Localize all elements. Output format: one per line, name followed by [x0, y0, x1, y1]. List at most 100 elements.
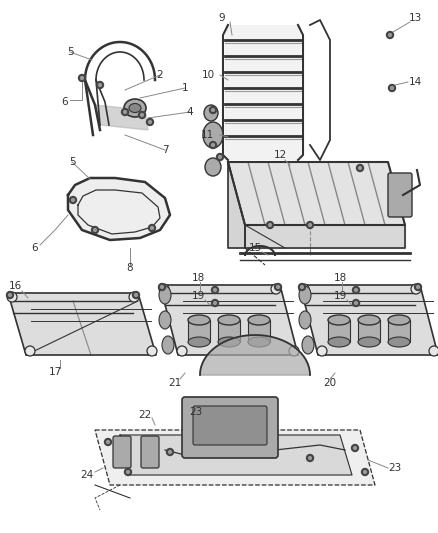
Circle shape	[353, 447, 357, 449]
Polygon shape	[228, 162, 245, 248]
Ellipse shape	[203, 122, 223, 148]
Text: 18: 18	[333, 273, 346, 283]
Circle shape	[411, 284, 421, 294]
Ellipse shape	[328, 315, 350, 325]
Circle shape	[359, 167, 361, 169]
Circle shape	[7, 292, 14, 298]
Text: 9: 9	[219, 13, 225, 23]
Circle shape	[7, 292, 17, 302]
Circle shape	[309, 457, 311, 459]
Circle shape	[212, 143, 214, 147]
Circle shape	[417, 286, 420, 288]
Circle shape	[99, 84, 102, 86]
Ellipse shape	[248, 315, 270, 325]
Text: 23: 23	[389, 463, 402, 473]
Circle shape	[275, 284, 282, 290]
Bar	[218, 320, 240, 342]
Circle shape	[386, 31, 393, 38]
Circle shape	[96, 82, 103, 88]
Text: 4: 4	[187, 107, 193, 117]
Text: 16: 16	[8, 281, 21, 291]
Circle shape	[389, 34, 392, 36]
Circle shape	[124, 111, 127, 114]
Circle shape	[355, 302, 357, 304]
Circle shape	[357, 165, 364, 172]
Circle shape	[317, 346, 327, 356]
Ellipse shape	[159, 286, 171, 304]
Circle shape	[147, 346, 157, 356]
Circle shape	[209, 141, 216, 149]
Ellipse shape	[358, 337, 380, 347]
Circle shape	[268, 224, 272, 227]
Circle shape	[138, 111, 145, 118]
Circle shape	[146, 118, 153, 125]
Circle shape	[364, 471, 367, 473]
Circle shape	[141, 114, 143, 116]
Ellipse shape	[328, 337, 350, 347]
Circle shape	[307, 222, 314, 229]
Circle shape	[121, 109, 128, 116]
Circle shape	[309, 224, 311, 227]
Circle shape	[389, 85, 396, 92]
Circle shape	[414, 284, 421, 290]
Circle shape	[300, 286, 304, 288]
Circle shape	[214, 288, 216, 292]
Text: 17: 17	[48, 367, 62, 377]
Ellipse shape	[248, 337, 270, 347]
Polygon shape	[228, 162, 405, 225]
Circle shape	[25, 346, 35, 356]
Text: 5: 5	[69, 157, 75, 167]
Circle shape	[106, 441, 110, 443]
Circle shape	[94, 229, 96, 231]
Text: 12: 12	[273, 150, 286, 160]
Text: 11: 11	[200, 130, 214, 140]
Ellipse shape	[218, 337, 240, 347]
Ellipse shape	[159, 311, 171, 329]
Circle shape	[169, 450, 171, 454]
Polygon shape	[225, 25, 301, 160]
Text: 6: 6	[62, 97, 68, 107]
Circle shape	[299, 284, 305, 290]
Text: 19: 19	[333, 291, 346, 301]
Text: 14: 14	[408, 77, 422, 87]
Ellipse shape	[218, 315, 240, 325]
Bar	[388, 320, 410, 342]
Ellipse shape	[388, 337, 410, 347]
Circle shape	[166, 448, 173, 456]
Circle shape	[127, 471, 129, 473]
Ellipse shape	[299, 311, 311, 329]
Text: 13: 13	[408, 13, 422, 23]
Circle shape	[352, 445, 358, 451]
Circle shape	[307, 455, 314, 462]
Circle shape	[391, 86, 393, 90]
Circle shape	[353, 287, 360, 294]
Circle shape	[129, 292, 139, 302]
Bar	[188, 320, 210, 342]
Circle shape	[212, 287, 219, 294]
FancyBboxPatch shape	[182, 397, 278, 458]
Circle shape	[161, 286, 163, 288]
FancyBboxPatch shape	[193, 406, 267, 445]
Circle shape	[289, 346, 299, 356]
Ellipse shape	[358, 315, 380, 325]
Circle shape	[159, 284, 166, 290]
Circle shape	[134, 294, 138, 296]
Text: 8: 8	[127, 263, 133, 273]
Ellipse shape	[302, 336, 314, 354]
Circle shape	[9, 294, 11, 296]
Ellipse shape	[188, 337, 210, 347]
Text: 5: 5	[67, 47, 73, 57]
Text: 2: 2	[157, 70, 163, 80]
Ellipse shape	[162, 336, 174, 354]
Bar	[248, 320, 270, 342]
Polygon shape	[120, 435, 352, 475]
Circle shape	[148, 120, 152, 124]
Circle shape	[277, 286, 279, 288]
Circle shape	[212, 300, 219, 306]
Circle shape	[78, 75, 85, 82]
Ellipse shape	[204, 105, 218, 121]
Circle shape	[219, 156, 221, 158]
Circle shape	[429, 346, 438, 356]
Text: 20: 20	[323, 378, 336, 388]
Polygon shape	[300, 285, 438, 355]
